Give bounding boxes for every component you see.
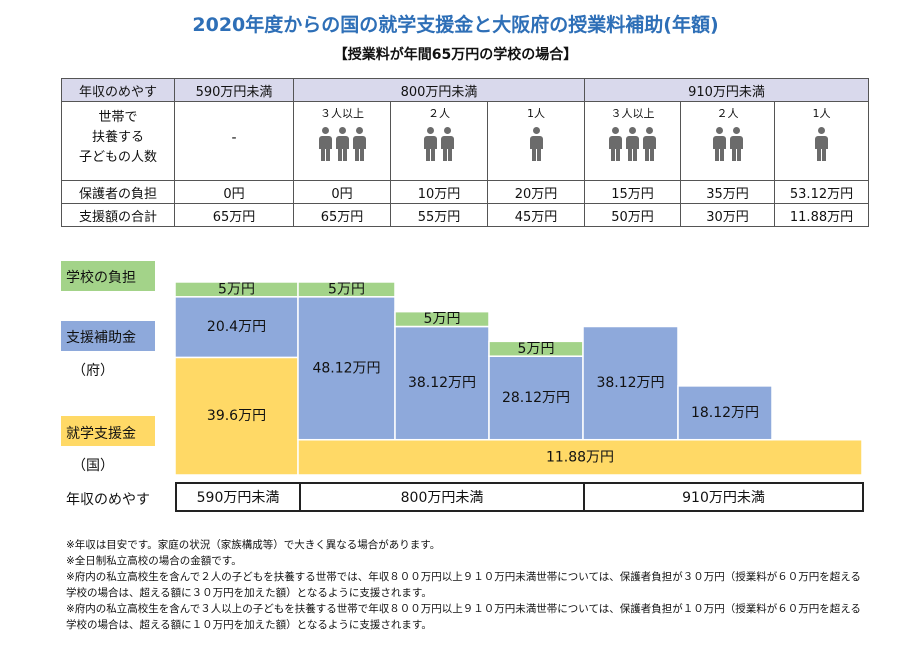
table-row-kids: 世帯で 扶養する 子どもの人数 - ３人以上 ２人 1人 ３人以上 ２人 1人 bbox=[61, 101, 869, 181]
legend-school-label: 学校の負担 bbox=[66, 270, 136, 286]
legend-pref-label: 支援補助金 bbox=[66, 330, 136, 346]
person-icon bbox=[729, 127, 744, 161]
header-group-800: 800万円未満 bbox=[293, 78, 585, 102]
kids-cell-2: ２人 bbox=[390, 101, 488, 181]
bar-label-pref: 20.4万円 bbox=[207, 319, 266, 335]
axis-group-800: 800万円未満 bbox=[301, 484, 585, 510]
bar-pref bbox=[394, 325, 490, 441]
bar-label-nation: 39.6万円 bbox=[207, 408, 266, 424]
footnote: ※府内の私立高校生を含んで２人の子どもを扶養する世帯では、年収８００万円以上９１… bbox=[66, 571, 861, 599]
legend-swatch-nation bbox=[61, 416, 155, 446]
person-icon bbox=[352, 127, 367, 161]
bar-school bbox=[297, 281, 396, 298]
person-icon bbox=[625, 127, 640, 161]
support-cell: 55万円 bbox=[390, 203, 488, 227]
support-cell: 65万円 bbox=[293, 203, 391, 227]
axis-label: 年収のめやす bbox=[66, 492, 150, 508]
person-icon bbox=[642, 127, 657, 161]
kids-cell-5: ２人 bbox=[680, 101, 775, 181]
person-icon bbox=[318, 127, 333, 161]
footnote: ※年収は目安です。家庭の状況（家族構成等）で大きく異なる場合があります。 bbox=[66, 539, 441, 551]
legend-nation-label: 就学支援金 bbox=[66, 426, 136, 442]
page-title: 2020年度からの国の就学支援金と大阪府の授業料補助(年額) bbox=[192, 14, 719, 36]
person-icon bbox=[608, 127, 623, 161]
income-axis: 590万円未満 800万円未満 910万円未満 bbox=[175, 482, 864, 512]
bar-label-pref: 38.12万円 bbox=[596, 375, 664, 391]
legend-swatch-pref bbox=[61, 321, 155, 351]
bar-pref bbox=[582, 325, 679, 441]
bar-label-school: 5万円 bbox=[218, 281, 255, 297]
person-icon bbox=[335, 127, 350, 161]
person-icon bbox=[423, 127, 438, 161]
footnotes: ※年収は目安です。家庭の状況（家族構成等）で大きく異なる場合があります。 ※全日… bbox=[66, 537, 866, 633]
kids-cell-0: - bbox=[174, 101, 294, 181]
legend-swatch-school bbox=[61, 261, 155, 291]
footnote: ※全日制私立高校の場合の金額です。 bbox=[66, 555, 242, 567]
support-cell: 50万円 bbox=[584, 203, 681, 227]
guardian-cell: 10万円 bbox=[390, 180, 488, 204]
bar-nation-band bbox=[297, 438, 863, 476]
guardian-cell: 15万円 bbox=[584, 180, 681, 204]
support-cell: 65万円 bbox=[174, 203, 294, 227]
bar-school bbox=[394, 310, 490, 328]
footnote: ※府内の私立高校生を含んで３人以上の子どもを扶養する世帯で年収８００万円以上９１… bbox=[66, 603, 861, 631]
bar-pref bbox=[297, 296, 396, 441]
bar-label-nation-band: 11.88万円 bbox=[546, 449, 614, 465]
header-label: 年収のめやす bbox=[61, 78, 175, 102]
person-icon bbox=[529, 127, 544, 161]
bar-label-school: 5万円 bbox=[328, 281, 365, 297]
support-label: 支援額の合計 bbox=[61, 203, 175, 227]
axis-group-590: 590万円未満 bbox=[177, 484, 301, 510]
legend-pref-sub: （府） bbox=[72, 363, 114, 379]
kids-cell-4: ３人以上 bbox=[584, 101, 681, 181]
bar-pref bbox=[677, 385, 773, 441]
person-icon bbox=[814, 127, 829, 161]
support-cell: 45万円 bbox=[487, 203, 585, 227]
bar-nation bbox=[174, 356, 299, 476]
bar-label-school: 5万円 bbox=[424, 311, 461, 327]
guardian-cell: 20万円 bbox=[487, 180, 585, 204]
bar-label-pref: 48.12万円 bbox=[312, 360, 380, 376]
bar-label-pref: 18.12万円 bbox=[691, 405, 759, 421]
guardian-cell: 0円 bbox=[174, 180, 294, 204]
bar-label-pref: 38.12万円 bbox=[408, 375, 476, 391]
person-icon bbox=[712, 127, 727, 161]
guardian-label: 保護者の負担 bbox=[61, 180, 175, 204]
kids-label: 世帯で 扶養する 子どもの人数 bbox=[61, 101, 175, 181]
guardian-cell: 53.12万円 bbox=[774, 180, 869, 204]
page-subtitle: 【授業料が年間65万円の学校の場合】 bbox=[333, 47, 578, 63]
bar-pref bbox=[174, 296, 299, 359]
table-header-row: 年収のめやす 590万円未満 800万円未満 910万円未満 bbox=[61, 78, 869, 102]
guardian-cell: 0円 bbox=[293, 180, 391, 204]
summary-table: 年収のめやす 590万円未満 800万円未満 910万円未満 世帯で 扶養する … bbox=[61, 78, 869, 227]
support-cell: 30万円 bbox=[680, 203, 775, 227]
table-row-guardian: 保護者の負担 0円 0円 10万円 20万円 15万円 35万円 53.12万円 bbox=[61, 180, 869, 204]
axis-group-910: 910万円未満 bbox=[682, 490, 765, 506]
bar-label-pref: 28.12万円 bbox=[502, 390, 570, 406]
bar-label-school: 5万円 bbox=[518, 341, 555, 357]
kids-cell-1: ３人以上 bbox=[293, 101, 391, 181]
table-row-support: 支援額の合計 65万円 65万円 55万円 45万円 50万円 30万円 11.… bbox=[61, 203, 869, 227]
legend-nation-sub: （国） bbox=[72, 458, 114, 474]
person-icon bbox=[440, 127, 455, 161]
support-cell: 11.88万円 bbox=[774, 203, 869, 227]
